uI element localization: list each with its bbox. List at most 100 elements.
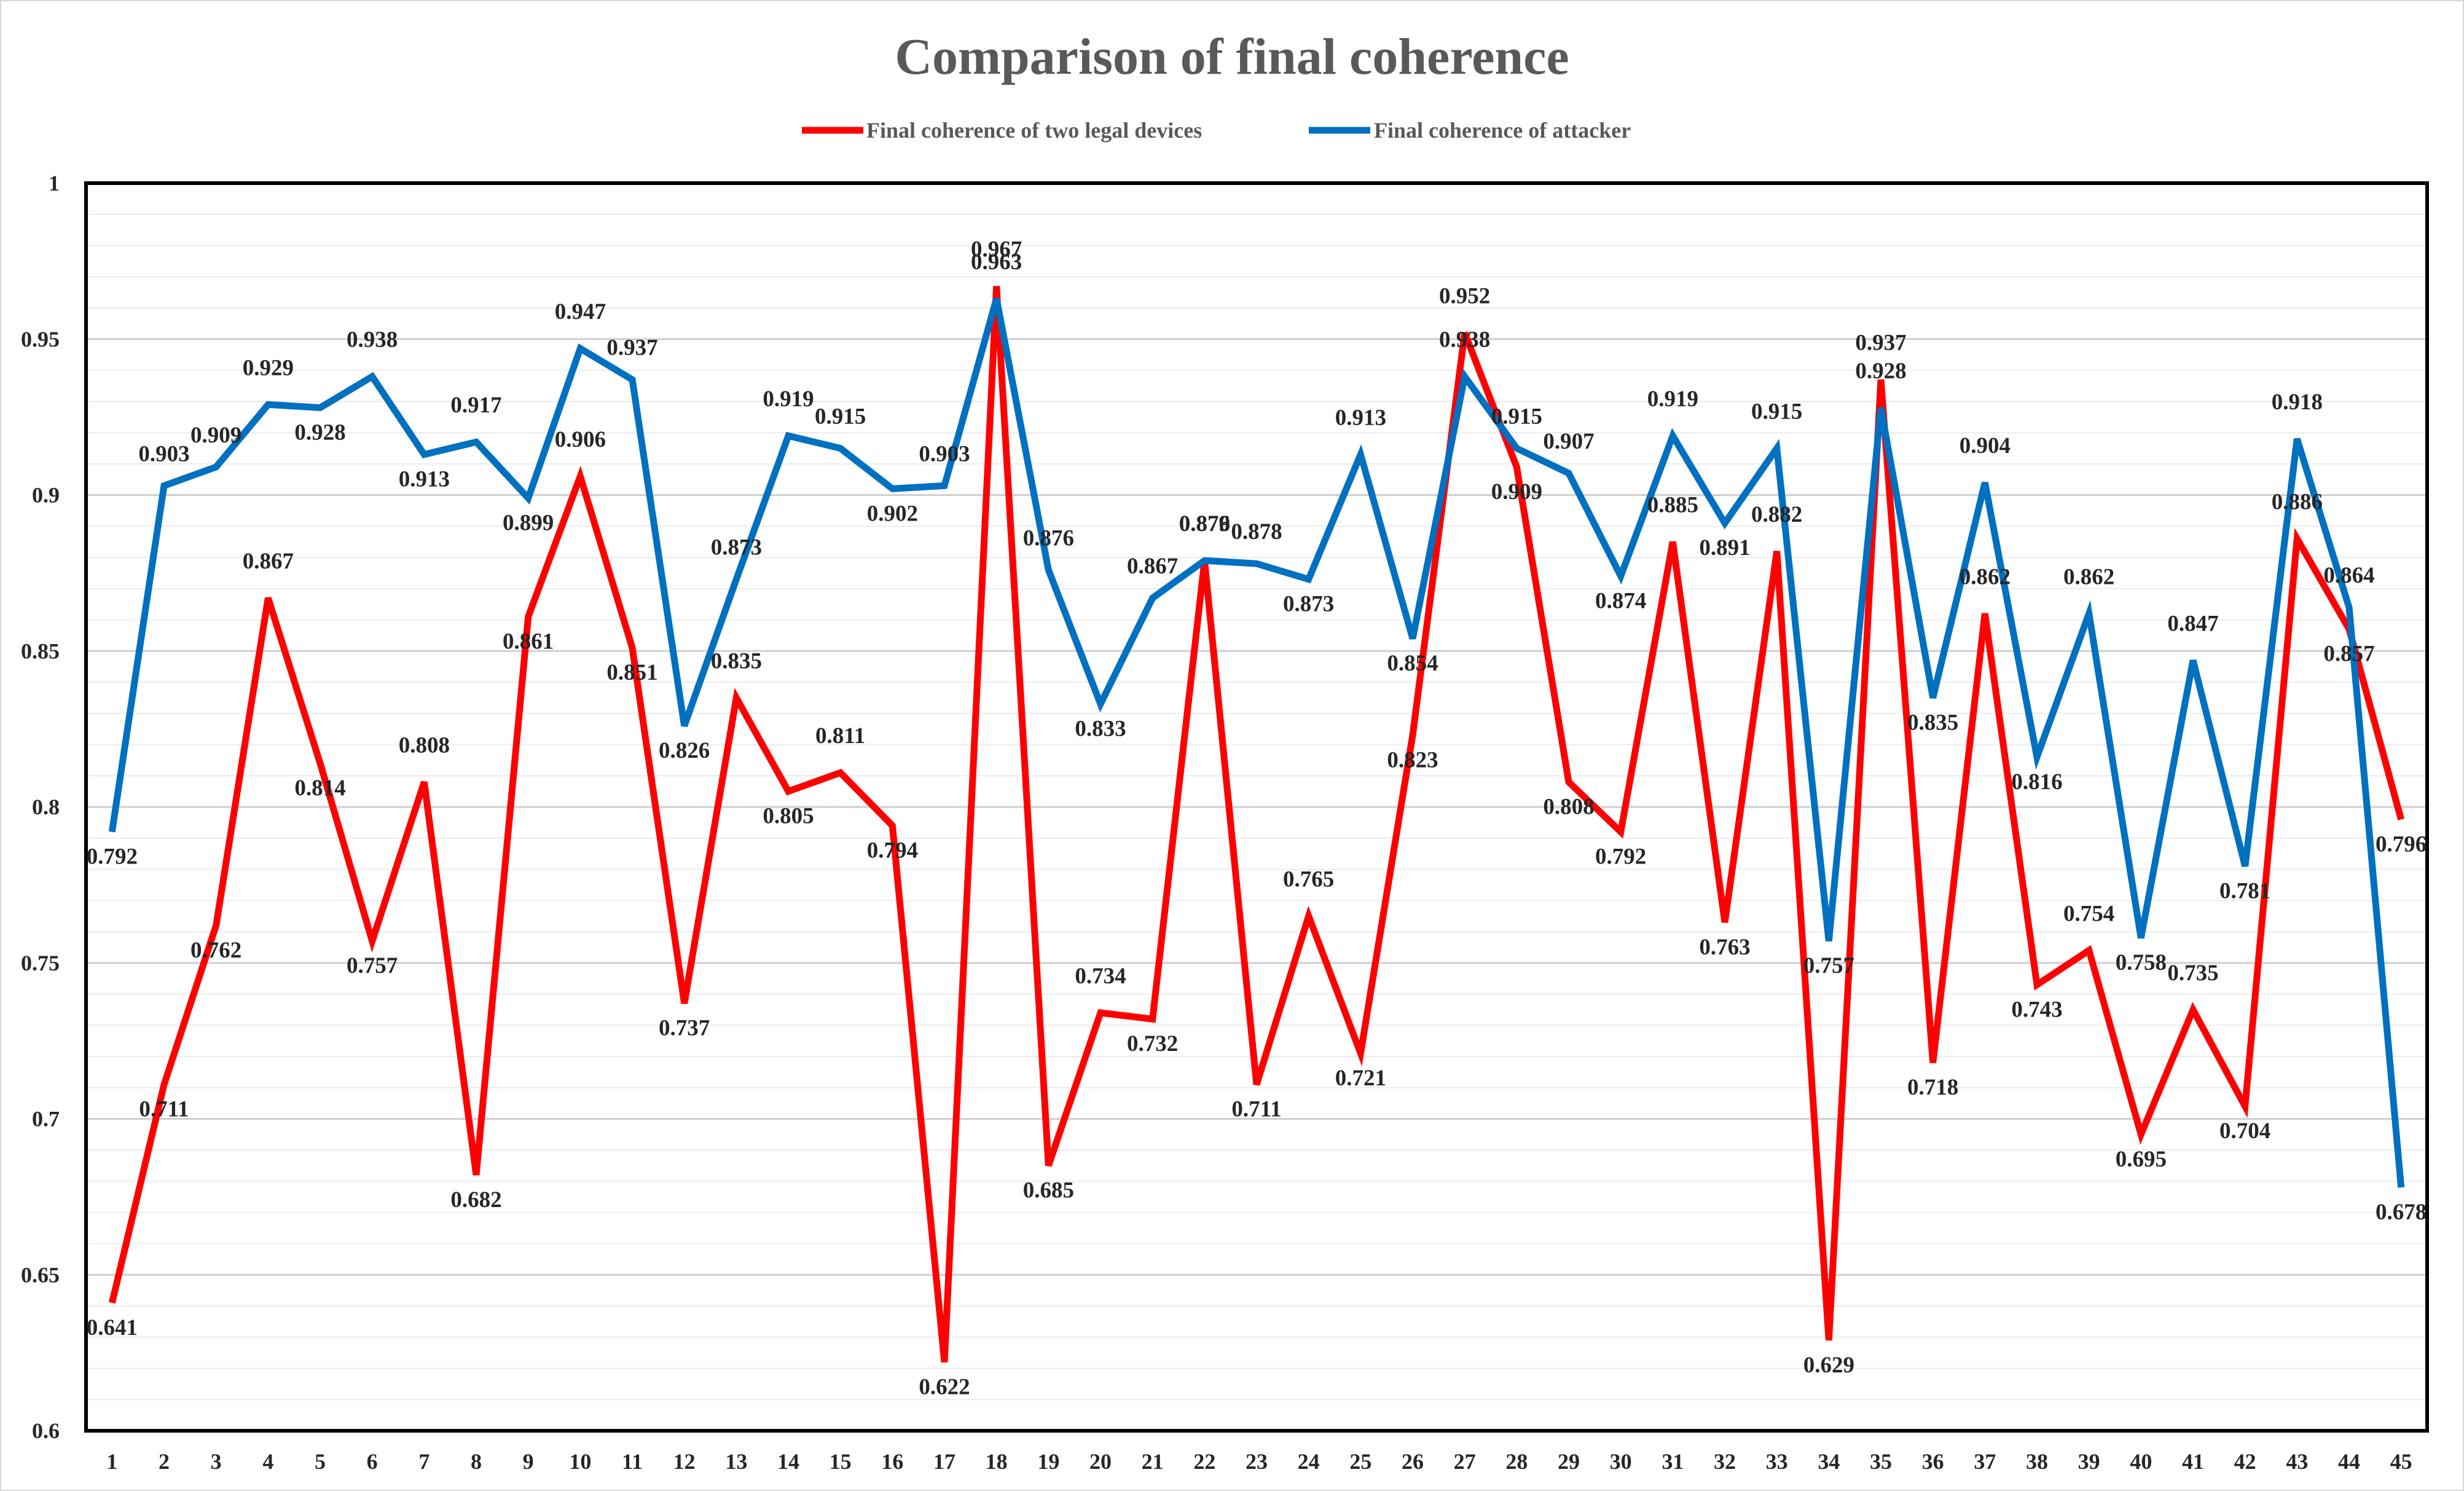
legend: Final coherence of two legal devices Fin… xyxy=(802,118,1631,143)
data-label-legal-devices: 0.792 xyxy=(1595,844,1646,870)
x-tick-label: 22 xyxy=(1193,1449,1215,1474)
x-tick-label: 4 xyxy=(262,1449,273,1474)
data-label-legal-devices: 0.861 xyxy=(503,629,554,654)
x-tick-label: 19 xyxy=(1037,1449,1059,1474)
x-tick-label: 18 xyxy=(986,1449,1008,1474)
data-label-legal-devices: 0.622 xyxy=(919,1374,970,1399)
x-tick-label: 38 xyxy=(2026,1449,2048,1474)
y-axis-ticks: 0.6 0.65 0.7 0.75 0.8 0.85 0.9 0.95 1 xyxy=(21,171,60,1443)
x-tick-label: 16 xyxy=(881,1449,903,1474)
data-label-attacker: 0.904 xyxy=(1960,433,2011,458)
x-tick-label: 37 xyxy=(1974,1449,1996,1474)
data-label-legal-devices: 0.732 xyxy=(1127,1031,1178,1056)
data-label-attacker: 0.918 xyxy=(2272,390,2323,415)
x-tick-label: 43 xyxy=(2286,1449,2308,1474)
data-label-legal-devices: 0.814 xyxy=(294,776,345,801)
x-tick-label: 32 xyxy=(1714,1449,1736,1474)
data-label-attacker: 0.902 xyxy=(867,501,918,526)
x-tick-label: 20 xyxy=(1089,1449,1112,1474)
x-tick-label: 35 xyxy=(1870,1449,1892,1474)
y-tick-label: 0.75 xyxy=(21,951,60,975)
data-label-legal-devices: 0.704 xyxy=(2219,1119,2270,1144)
data-label-attacker: 0.909 xyxy=(190,423,241,448)
data-labels: 0.641 0.711 0.762 0.867 0.814 0.757 0.808 0.682… xyxy=(87,237,2427,1399)
data-label-legal-devices: 0.967 xyxy=(971,237,1022,262)
x-tick-label: 1 xyxy=(106,1449,117,1474)
data-label-attacker: 0.907 xyxy=(1543,429,1594,454)
data-label-legal-devices: 0.757 xyxy=(347,953,398,978)
data-label-attacker: 0.915 xyxy=(1491,404,1542,429)
data-label-attacker: 0.757 xyxy=(1803,953,1854,978)
data-label-legal-devices: 0.641 xyxy=(87,1315,138,1340)
x-tick-label: 34 xyxy=(1818,1449,1840,1474)
data-label-attacker: 0.938 xyxy=(347,328,398,353)
x-tick-label: 33 xyxy=(1766,1449,1788,1474)
x-tick-label: 17 xyxy=(933,1449,955,1474)
data-label-attacker: 0.899 xyxy=(503,511,554,536)
data-label-legal-devices: 0.823 xyxy=(1387,747,1438,773)
data-label-attacker: 0.937 xyxy=(606,336,657,361)
data-label-legal-devices: 0.879 xyxy=(1179,511,1230,537)
series-line-attacker xyxy=(108,297,2405,1188)
data-label-attacker: 0.915 xyxy=(1751,399,1802,424)
data-label-legal-devices: 0.886 xyxy=(2272,490,2323,515)
x-tick-label: 25 xyxy=(1349,1449,1371,1474)
data-label-legal-devices: 0.882 xyxy=(1751,502,1802,527)
x-tick-label: 39 xyxy=(2078,1449,2100,1474)
data-label-attacker: 0.678 xyxy=(2376,1200,2427,1225)
data-label-legal-devices: 0.629 xyxy=(1803,1353,1854,1378)
data-label-attacker: 0.903 xyxy=(138,441,189,466)
y-tick-label: 0.6 xyxy=(32,1418,60,1443)
data-label-legal-devices: 0.909 xyxy=(1491,479,1542,505)
x-tick-label: 15 xyxy=(830,1449,852,1474)
data-label-attacker: 0.913 xyxy=(1335,406,1386,431)
x-tick-label: 44 xyxy=(2338,1449,2360,1474)
data-label-attacker: 0.862 xyxy=(2063,564,2114,589)
x-tick-label: 13 xyxy=(725,1449,747,1474)
y-tick-label: 0.7 xyxy=(32,1107,60,1131)
x-tick-label: 30 xyxy=(1610,1449,1632,1474)
series xyxy=(108,286,2405,1363)
data-label-legal-devices: 0.743 xyxy=(2011,997,2062,1022)
data-label-legal-devices: 0.718 xyxy=(1907,1075,1958,1100)
x-tick-label: 21 xyxy=(1142,1449,1164,1474)
data-label-legal-devices: 0.906 xyxy=(555,427,606,452)
y-tick-label: 0.95 xyxy=(21,327,60,352)
data-label-attacker: 0.963 xyxy=(971,250,1022,275)
x-tick-label: 31 xyxy=(1662,1449,1684,1474)
data-label-legal-devices: 0.937 xyxy=(1855,331,1906,356)
x-tick-label: 40 xyxy=(2130,1449,2152,1474)
data-label-legal-devices: 0.721 xyxy=(1335,1066,1386,1091)
data-label-attacker: 0.876 xyxy=(1023,525,1074,551)
x-tick-label: 6 xyxy=(367,1449,378,1474)
data-label-legal-devices: 0.885 xyxy=(1647,493,1698,518)
data-label-legal-devices: 0.835 xyxy=(711,648,762,674)
data-label-attacker: 0.792 xyxy=(87,844,138,870)
data-label-attacker: 0.947 xyxy=(555,299,606,325)
x-tick-label: 45 xyxy=(2390,1449,2412,1474)
x-tick-label: 14 xyxy=(777,1449,799,1474)
data-label-attacker: 0.835 xyxy=(1907,710,1958,735)
chart-title: Comparison of final coherence xyxy=(895,28,1569,85)
series-line-legal-devices xyxy=(108,286,2405,1363)
x-tick-label: 11 xyxy=(622,1449,643,1474)
x-tick-label: 41 xyxy=(2182,1449,2204,1474)
data-label-attacker: 0.928 xyxy=(1855,358,1906,384)
data-label-legal-devices: 0.734 xyxy=(1075,964,1126,989)
x-tick-label: 42 xyxy=(2234,1449,2256,1474)
data-label-attacker: 0.873 xyxy=(711,535,762,561)
data-label-attacker: 0.929 xyxy=(243,355,294,380)
data-label-attacker: 0.874 xyxy=(1595,588,1646,613)
data-label-legal-devices: 0.765 xyxy=(1283,867,1334,892)
x-tick-label: 10 xyxy=(569,1449,591,1474)
data-label-attacker: 0.917 xyxy=(450,393,501,418)
data-label-legal-devices: 0.796 xyxy=(2376,832,2427,857)
data-label-attacker: 0.938 xyxy=(1439,328,1490,353)
data-label-attacker: 0.816 xyxy=(2011,769,2062,795)
x-tick-label: 2 xyxy=(159,1449,170,1474)
data-label-legal-devices: 0.711 xyxy=(1231,1097,1281,1122)
data-label-attacker: 0.847 xyxy=(2167,611,2218,636)
